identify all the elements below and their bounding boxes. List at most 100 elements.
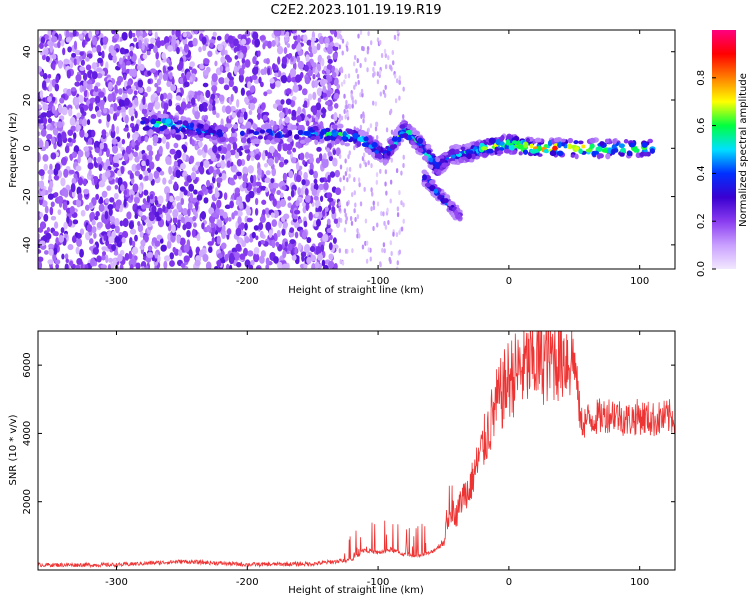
spectrogram-noise-cell bbox=[179, 77, 185, 85]
spectrogram-ridge-cell bbox=[382, 159, 389, 165]
spectrogram-noise-cell bbox=[375, 179, 379, 185]
spectrogram-ridge-cell bbox=[248, 129, 255, 134]
spectrogram-noise-cell bbox=[250, 151, 255, 157]
spectrogram-noise-cell bbox=[98, 180, 106, 188]
spectrogram-noise-cell bbox=[208, 104, 213, 112]
spectrogram-noise-cell bbox=[46, 110, 52, 118]
spectrogram-noise-cell bbox=[261, 199, 267, 205]
spectrogram-noise-cell bbox=[38, 260, 43, 269]
spectrogram-ridge-cell bbox=[361, 142, 369, 148]
spectrogram-ridge-cell bbox=[454, 149, 460, 155]
spectrogram-ridge-cell bbox=[567, 143, 573, 150]
spectrogram-noise-cell bbox=[81, 85, 87, 92]
spectrogram-ridge-cell bbox=[567, 137, 574, 144]
spectrogram-noise-cell bbox=[383, 92, 387, 98]
spectrogram-ridge-cell bbox=[464, 143, 472, 147]
spectrogram-noise-cell bbox=[338, 153, 342, 159]
spectrogram-noise-cell bbox=[116, 80, 122, 86]
spectrogram-noise-cell bbox=[170, 233, 176, 243]
spectrogram-noise-cell bbox=[81, 39, 86, 48]
spectrogram-noise-cell bbox=[79, 248, 84, 258]
spectrogram-noise-cell bbox=[202, 44, 207, 51]
spectrogram-ridge-cell bbox=[189, 122, 195, 128]
spectrogram-noise-cell bbox=[141, 204, 147, 210]
spectrogram-noise-cell bbox=[206, 225, 211, 232]
spectrogram-ridge-cell bbox=[304, 137, 311, 143]
spectrogram-noise-cell bbox=[284, 241, 288, 247]
spectrogram-ridge-cell bbox=[241, 125, 247, 130]
spectrogram-noise-cell bbox=[375, 121, 379, 127]
spectrogram-noise-cell bbox=[73, 40, 78, 50]
spectrogram-noise-cell bbox=[274, 72, 279, 77]
spectrogram-noise-cell bbox=[353, 84, 356, 90]
spectrogram-ridge-cell bbox=[595, 146, 603, 153]
spectrogram-noise-cell bbox=[332, 149, 337, 156]
spectrogram-ridge-cell bbox=[263, 124, 270, 130]
spectrogram-noise-cell bbox=[44, 205, 49, 214]
spectrogram-noise-cell bbox=[208, 215, 216, 224]
spectrogram-noise-cell bbox=[63, 168, 69, 178]
spectrogram-noise-cell bbox=[313, 183, 319, 191]
spectrogram-noise-cell bbox=[38, 139, 44, 149]
spectrogram-noise-cell bbox=[310, 254, 317, 262]
spectrogram-noise-cell bbox=[333, 78, 339, 86]
spectrogram-noise-cell bbox=[115, 125, 120, 135]
spectrogram-noise-cell bbox=[272, 182, 279, 189]
spectrogram-noise-cell bbox=[370, 206, 373, 212]
spectrogram-noise-cell bbox=[296, 115, 302, 123]
spectrogram-noise-cell bbox=[265, 170, 271, 176]
spectrogram-noise-cell bbox=[285, 88, 292, 95]
spectrogram-noise-cell bbox=[187, 201, 193, 211]
spectrogram-noise-cell bbox=[215, 206, 220, 216]
spectrogram-noise-cell bbox=[91, 129, 96, 138]
spectrogram-noise-cell bbox=[105, 158, 110, 167]
spectrogram-noise-cell bbox=[141, 160, 146, 167]
spectrogram-noise-cell bbox=[291, 254, 297, 261]
spectrogram-noise-cell bbox=[95, 211, 100, 217]
spectrogram-noise-cell bbox=[396, 206, 400, 212]
spectrogram-noise-cell bbox=[123, 152, 129, 161]
spectrogram-ridge-cell bbox=[629, 143, 636, 148]
spectrogram-noise-cell bbox=[224, 254, 229, 262]
spectrogram-noise-cell bbox=[163, 260, 168, 269]
spectrogram-noise-cell bbox=[276, 190, 282, 196]
spectrogram-noise-cell bbox=[185, 103, 192, 109]
spectrogram-noise-cell bbox=[112, 30, 119, 33]
spectrogram-noise-cell bbox=[159, 170, 165, 176]
spectrogram-noise-cell bbox=[49, 125, 54, 131]
spectrogram-ridge-cell bbox=[161, 118, 167, 124]
spectrogram-noise-cell bbox=[147, 245, 153, 252]
spectrogram-noise-cell bbox=[183, 81, 190, 88]
spectrogram-noise-cell bbox=[156, 234, 163, 240]
spectrogram-noise-cell bbox=[250, 156, 255, 162]
spectrogram-noise-cell bbox=[75, 74, 82, 82]
spectrogram-noise-cell bbox=[141, 42, 145, 51]
spectrogram-ridge-cell bbox=[402, 133, 409, 138]
spectrogram-noise-cell bbox=[129, 172, 134, 179]
spectrogram-noise-cell bbox=[162, 204, 166, 212]
spectrogram-noise-cell bbox=[138, 39, 143, 49]
spectrogram-noise-cell bbox=[168, 165, 173, 175]
spectrogram-ridge-cell bbox=[434, 162, 440, 169]
spectrogram-noise-cell bbox=[98, 118, 102, 124]
spectrogram-ridge-cell bbox=[352, 132, 359, 139]
spectrogram-noise-cell bbox=[39, 42, 44, 49]
spectrogram-noise-cell bbox=[320, 58, 325, 67]
spectrogram-ridge-cell bbox=[290, 124, 298, 130]
spectrogram-noise-cell bbox=[107, 93, 113, 103]
spectrogram-noise-cell bbox=[84, 204, 90, 211]
spectrogram-ridge-cell bbox=[591, 150, 596, 157]
spectrogram-ridge-cell bbox=[274, 137, 281, 143]
spectrogram-noise-cell bbox=[297, 242, 302, 251]
spectrogram-ridge-cell bbox=[522, 141, 529, 148]
spectrogram-noise-cell bbox=[137, 79, 144, 88]
spectrogram-noise-cell bbox=[40, 36, 46, 45]
spectrogram-noise-cell bbox=[331, 71, 337, 78]
spectrogram-noise-cell bbox=[39, 71, 44, 76]
spectrogram-noise-cell bbox=[393, 73, 397, 79]
spectrogram-noise-cell bbox=[55, 263, 60, 269]
spectrogram-noise-cell bbox=[226, 143, 232, 151]
spectrogram-noise-cell bbox=[200, 211, 207, 220]
spectrogram-noise-cell bbox=[228, 79, 234, 88]
spectrogram-ridge-cell bbox=[474, 141, 480, 147]
